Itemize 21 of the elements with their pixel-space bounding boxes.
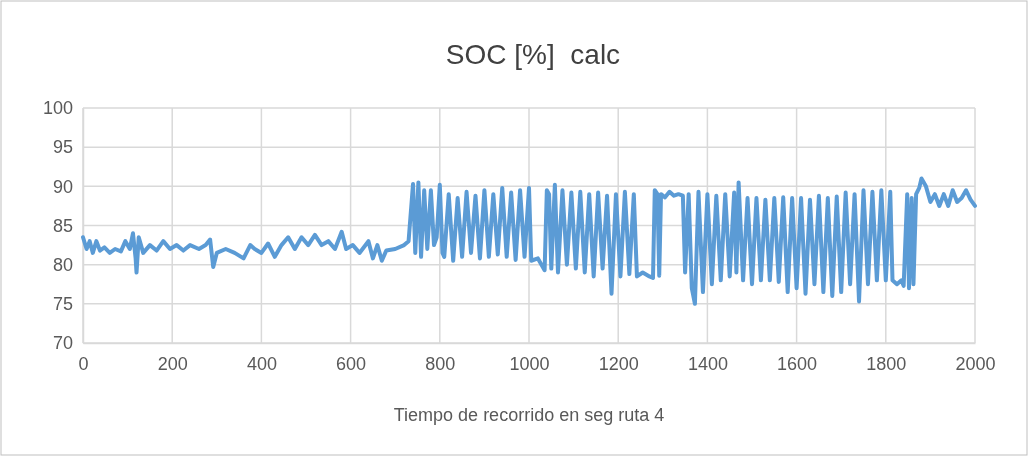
y-tick-label: 80 (52, 254, 73, 275)
x-tick-label: 600 (336, 353, 367, 374)
x-tick-label: 0 (78, 353, 89, 374)
x-tick-label: 1400 (687, 353, 728, 374)
x-tick-label: 400 (246, 353, 277, 374)
x-tick-label: 1200 (598, 353, 639, 374)
y-tick-label: 95 (52, 137, 73, 158)
x-tick-label: 1600 (777, 353, 818, 374)
y-tick-label: 70 (52, 333, 73, 354)
x-tick-label: 200 (157, 353, 188, 374)
chart-title: SOC [%] calc (445, 39, 621, 70)
y-tick-label: 100 (42, 98, 73, 119)
y-tick-label: 85 (52, 215, 73, 236)
x-tick-label: 800 (425, 353, 456, 374)
x-tick-label: 2000 (955, 353, 996, 374)
line-series (81, 176, 977, 306)
x-tick-label: 1800 (866, 353, 907, 374)
y-tick-label: 75 (52, 294, 73, 315)
x-tick-label: 1000 (509, 353, 550, 374)
y-tick-label: 90 (52, 176, 73, 197)
x-axis-title: Tiempo de recorrido en seg ruta 4 (393, 405, 665, 425)
